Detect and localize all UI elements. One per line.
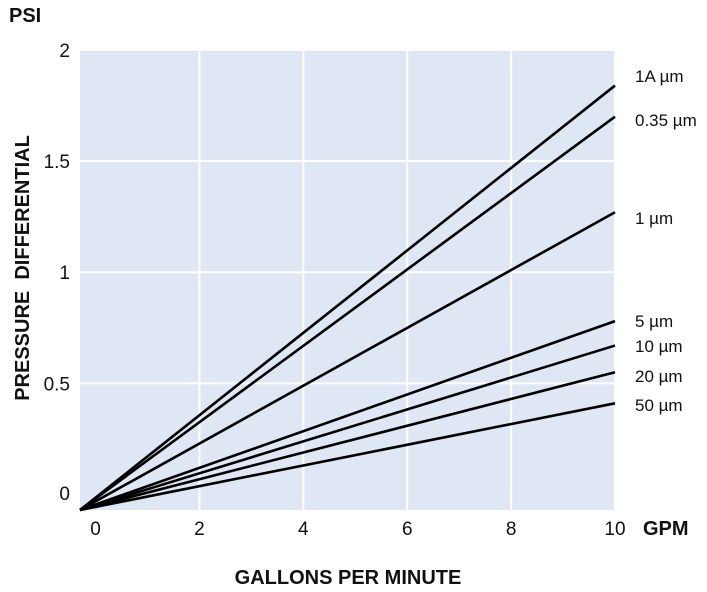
series-label: 10 µm: [635, 337, 683, 356]
series-labels: 1A µm 0.35 µm 1 µm 5 µm 10 µm 20 µm 50 µm: [635, 67, 697, 415]
series-label: 50 µm: [635, 396, 683, 415]
plot-area: [80, 50, 615, 510]
y-tick-labels: 0 0.5 1 1.5 2: [44, 41, 70, 505]
x-unit-label: GPM: [643, 518, 689, 540]
series-label: 1 µm: [635, 209, 673, 228]
x-tick-label: 6: [402, 519, 413, 540]
series-line: [79, 319, 616, 512]
x-tick-label: 10: [604, 519, 625, 540]
series-label: 0.35 µm: [635, 111, 697, 130]
y-axis-title: PRESSURE DIFFERENTIAL: [12, 135, 34, 401]
x-tick-label: 2: [194, 519, 205, 540]
y-tick-label: 2: [59, 41, 70, 62]
y-tick-label: 0: [59, 484, 70, 505]
grid-lines: [80, 49, 616, 510]
x-tick-label: 8: [506, 519, 517, 540]
series-label: 5 µm: [635, 312, 673, 331]
x-tick-label: 4: [298, 519, 309, 540]
series-line: [79, 211, 616, 512]
series-line: [79, 344, 616, 512]
y-unit-label: PSI: [9, 5, 41, 27]
series-label: 1A µm: [635, 67, 684, 86]
x-tick-labels: 0 2 4 6 8 10: [90, 519, 625, 540]
series-line: [79, 370, 616, 512]
series-line: [79, 84, 616, 512]
series-line: [79, 402, 616, 512]
series-label: 20 µm: [635, 367, 683, 386]
series-line: [79, 115, 616, 512]
x-axis-title: GALLONS PER MINUTE: [235, 567, 462, 589]
y-tick-label: 1: [59, 263, 70, 284]
x-tick-label: 0: [90, 519, 101, 540]
y-tick-label: 0.5: [44, 374, 70, 395]
series-lines: [79, 84, 616, 512]
y-tick-label: 1.5: [44, 152, 70, 173]
